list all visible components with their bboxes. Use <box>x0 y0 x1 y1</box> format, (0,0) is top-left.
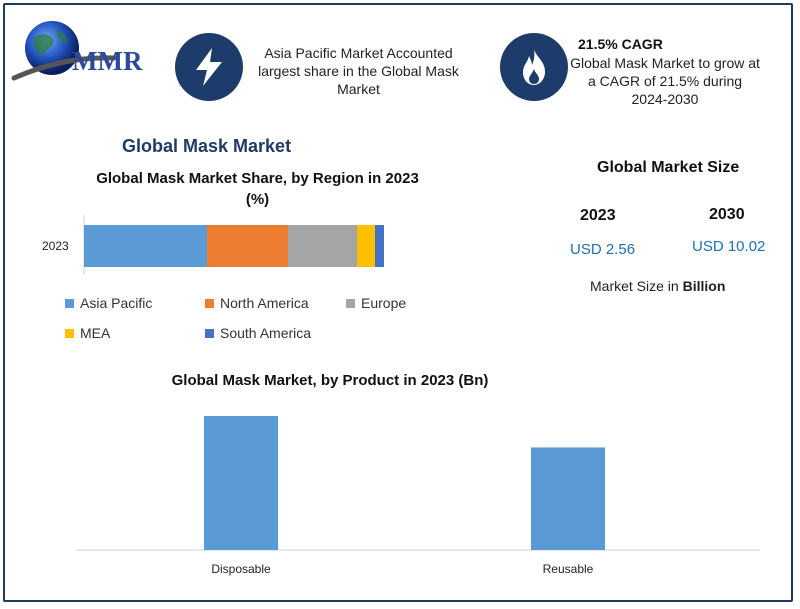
cagr-title: 21.5% CAGR <box>578 36 663 52</box>
region-bar-south-america <box>375 225 384 267</box>
market-value-2023: USD 2.56 <box>570 241 636 258</box>
product-bar-reusable <box>531 447 605 550</box>
info-text-1: Asia Pacific Market Accounted largest sh… <box>258 45 459 97</box>
legend-item-mea: MEA <box>65 325 110 341</box>
legend-label-asia-pacific: Asia Pacific <box>80 295 153 311</box>
legend-label-north-america: North America <box>220 295 309 311</box>
product-bar-chart: Disposable Reusable <box>76 416 760 576</box>
legend-swatch-europe <box>346 298 355 308</box>
product-category-label-reusable: Reusable <box>543 562 594 576</box>
region-bar-asia-pacific <box>84 225 207 267</box>
info-circle-1 <box>175 33 243 101</box>
frame-border <box>3 3 793 602</box>
region-bar-mea <box>357 225 375 267</box>
lightning-icon <box>196 48 222 86</box>
mmr-logo: MMR <box>10 18 160 88</box>
region-stacked-bar-chart: 2023 <box>42 215 384 275</box>
market-year-2023: 2023 <box>580 207 616 224</box>
legend-label-europe: Europe <box>361 295 407 311</box>
legend-item-north-america: North America <box>205 295 309 311</box>
region-category-label: 2023 <box>42 239 69 253</box>
legend-swatch-mea <box>65 328 74 338</box>
product-bar-disposable <box>204 416 278 550</box>
region-chart-title: Global Mask Market Share, by Region in 2… <box>96 170 419 208</box>
market-value-2030: USD 10.02 <box>692 238 766 255</box>
legend-item-europe: Europe <box>346 295 406 311</box>
section-title: Global Mask Market <box>122 136 292 156</box>
product-category-label-disposable: Disposable <box>211 562 271 576</box>
legend-label-mea: MEA <box>80 325 111 341</box>
logo-text: MMR <box>72 46 143 76</box>
legend-label-south-america: South America <box>220 325 312 341</box>
legend-item-south-america: South America <box>205 325 311 341</box>
legend-item-asia-pacific: Asia Pacific <box>65 295 152 311</box>
cagr-text: Global Mask Market to grow at a CAGR of … <box>570 55 760 107</box>
market-year-2030: 2030 <box>709 206 745 223</box>
market-size-title: Global Market Size <box>597 159 740 176</box>
globe-icon <box>11 21 117 81</box>
region-bar-europe <box>288 225 357 267</box>
region-bar-north-america <box>207 225 288 267</box>
info-circle-2 <box>500 33 568 101</box>
market-size-note-prefix: Market Size in <box>590 278 679 294</box>
legend-swatch-north-america <box>205 298 214 308</box>
legend-swatch-asia-pacific <box>65 298 74 308</box>
flame-icon <box>523 49 545 85</box>
legend-swatch-south-america <box>205 328 214 338</box>
region-legend: Asia Pacific North America Europe MEA So… <box>65 295 445 345</box>
product-chart-title: Global Mask Market, by Product in 2023 (… <box>171 372 489 389</box>
market-size-note: Market Size in Billion <box>590 278 725 294</box>
market-size-note-unit: Billion <box>682 278 726 294</box>
